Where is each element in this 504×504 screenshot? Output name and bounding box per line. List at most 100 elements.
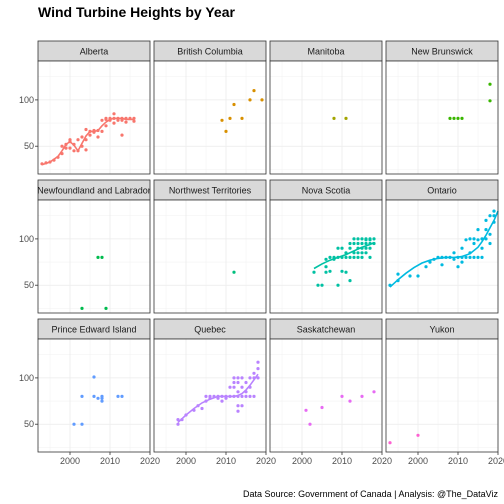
data-point (244, 394, 248, 398)
data-point (360, 255, 364, 259)
data-point (340, 394, 344, 398)
facet-panel: Newfoundland and Labrador (37, 179, 151, 314)
data-point (244, 390, 248, 394)
panel-border (269, 199, 383, 314)
data-point (40, 162, 44, 166)
data-point (388, 283, 392, 287)
data-point (80, 306, 84, 310)
data-point (248, 385, 252, 389)
facet-strip-label: Ontario (427, 186, 457, 196)
x-tick-label: 2020 (256, 456, 276, 466)
data-point (368, 237, 372, 241)
data-point (240, 376, 244, 380)
data-point (96, 128, 100, 133)
data-point (240, 385, 244, 389)
data-point (328, 255, 332, 259)
y-tick-label: 50 (24, 280, 34, 290)
data-point (476, 238, 480, 242)
data-point (76, 149, 80, 153)
data-point (236, 376, 240, 380)
data-point (48, 160, 52, 164)
facet-panel: Saskatchewan (269, 318, 383, 453)
x-tick-label: 2000 (176, 456, 196, 466)
data-point (220, 118, 224, 122)
y-axis-tick-labels: 50 100 50 100 50 100 (19, 95, 34, 429)
y-tick-label: 50 (24, 141, 34, 151)
data-point (464, 238, 468, 242)
data-point (332, 116, 336, 120)
chart-caption: Data Source: Government of Canada | Anal… (243, 489, 498, 499)
panel-background (270, 339, 382, 452)
data-point (104, 124, 108, 128)
data-point (88, 129, 92, 133)
data-point (440, 263, 444, 267)
data-point (448, 255, 452, 259)
data-point (112, 116, 116, 120)
data-point (232, 102, 236, 107)
data-point (92, 375, 96, 379)
data-point (448, 116, 452, 120)
panel-background (270, 61, 382, 174)
data-point (308, 422, 312, 426)
data-point (456, 116, 460, 120)
data-point (80, 144, 84, 148)
data-point (464, 255, 468, 259)
data-point (336, 255, 340, 259)
data-point (360, 241, 364, 246)
data-point (472, 241, 476, 246)
data-point (344, 270, 348, 274)
data-point (416, 433, 420, 437)
data-point (68, 146, 72, 150)
data-point (100, 396, 104, 400)
data-point (252, 376, 256, 380)
data-point (116, 116, 120, 120)
data-point (108, 118, 112, 122)
facet-panel: Quebec (153, 318, 267, 453)
x-tick-label: 2000 (408, 456, 428, 466)
data-point (72, 142, 76, 146)
data-point (252, 394, 256, 398)
y-tick-label: 100 (19, 234, 34, 244)
facet-panel: Yukon (385, 318, 499, 453)
data-point (88, 133, 92, 137)
data-point (344, 116, 348, 120)
panel-background (38, 61, 150, 174)
data-point (480, 237, 484, 241)
data-point (192, 408, 196, 412)
data-point (112, 112, 116, 116)
data-point (408, 274, 412, 278)
facet-panel: Northwest Territories (153, 179, 267, 314)
facet-strip-label: Quebec (194, 325, 226, 335)
data-point (64, 142, 68, 146)
data-point (84, 127, 88, 132)
facet-strip-label: British Columbia (177, 47, 243, 57)
panel-border (37, 60, 151, 175)
data-point (432, 257, 436, 261)
data-point (120, 133, 124, 137)
data-point (324, 265, 328, 269)
x-axis-tick-labels: 2000 2010 2020 2000 2010 2020 2000 2010 2020 2000… (60, 456, 504, 466)
data-point (416, 274, 420, 278)
x-tick-label: 2020 (372, 456, 392, 466)
data-point (96, 396, 100, 400)
data-point (248, 394, 252, 398)
data-point (352, 241, 356, 246)
data-point (484, 228, 488, 232)
data-point (232, 394, 236, 398)
x-tick-label: 2010 (448, 456, 468, 466)
data-point (316, 283, 320, 287)
panel-background (154, 200, 266, 313)
data-point (488, 99, 492, 103)
data-point (320, 405, 324, 410)
facet-strip-label: Nova Scotia (302, 186, 351, 196)
data-point (328, 269, 332, 273)
x-tick-label: 2010 (332, 456, 352, 466)
data-point (488, 82, 492, 86)
data-point (80, 394, 84, 398)
facet-panel: British Columbia (153, 40, 267, 175)
x-tick-label: 2020 (140, 456, 160, 466)
data-point (324, 270, 328, 274)
data-point (204, 394, 208, 398)
data-point (92, 394, 96, 398)
